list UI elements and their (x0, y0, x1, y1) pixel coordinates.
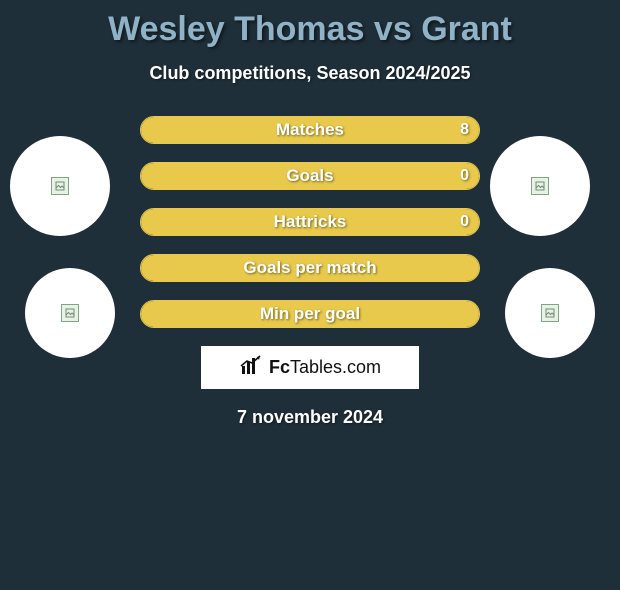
broken-image-icon (541, 304, 559, 322)
page-subtitle: Club competitions, Season 2024/2025 (0, 63, 620, 84)
stat-label: Matches (141, 116, 479, 144)
club-avatar-bottom-left (25, 268, 115, 358)
stat-row-hattricks: Hattricks 0 (140, 208, 480, 236)
fctables-logo: FcTables.com (201, 346, 419, 389)
stat-row-matches: Matches 8 (140, 116, 480, 144)
broken-image-icon (61, 304, 79, 322)
stat-label: Hattricks (141, 208, 479, 236)
player-avatar-top-left (10, 136, 110, 236)
broken-image-icon (531, 177, 549, 195)
stat-row-min-per-goal: Min per goal (140, 300, 480, 328)
stat-label: Min per goal (141, 300, 479, 328)
generated-date: 7 november 2024 (0, 407, 620, 428)
stat-value: 0 (460, 162, 469, 190)
stat-row-goals-per-match: Goals per match (140, 254, 480, 282)
page-title: Wesley Thomas vs Grant (0, 10, 620, 49)
player-avatar-top-right (490, 136, 590, 236)
stat-value: 0 (460, 208, 469, 236)
stat-label: Goals (141, 162, 479, 190)
broken-image-icon (51, 177, 69, 195)
stat-row-goals: Goals 0 (140, 162, 480, 190)
club-avatar-bottom-right (505, 268, 595, 358)
stat-value: 8 (460, 116, 469, 144)
logo-text: FcTables.com (269, 357, 381, 378)
stat-label: Goals per match (141, 254, 479, 282)
chart-icon (239, 354, 265, 381)
stats-bars: Matches 8 Goals 0 Hattricks 0 Goals per … (140, 116, 480, 328)
